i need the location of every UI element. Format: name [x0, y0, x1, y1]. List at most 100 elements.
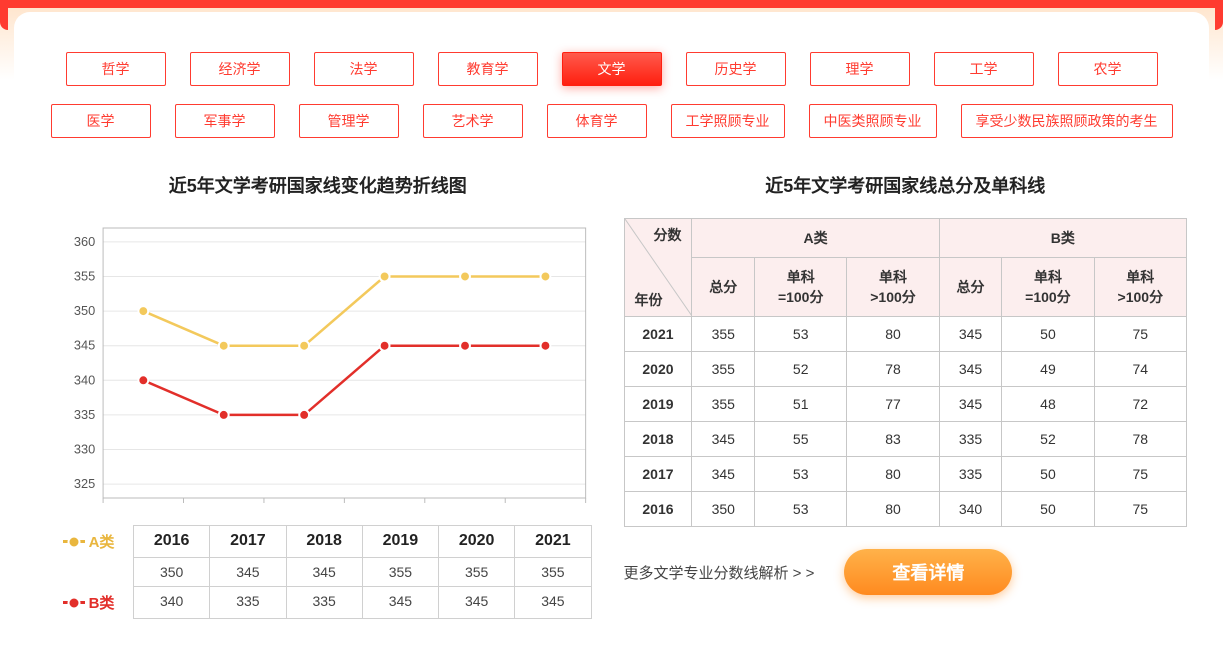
subject-tab[interactable]: 理学	[810, 52, 910, 86]
subject-tab[interactable]: 医学	[51, 104, 151, 138]
table-cell: 50	[1002, 317, 1094, 352]
legend-b-value: 345	[514, 586, 591, 619]
table-cell: 345	[692, 457, 755, 492]
table-group-a: A类	[692, 219, 939, 258]
table-cell: 335	[939, 457, 1002, 492]
table-cell: 78	[1094, 422, 1186, 457]
table-cell: 75	[1094, 492, 1186, 527]
legend-b: B类	[43, 586, 134, 619]
table-subheader: 单科>100分	[847, 258, 939, 317]
table-cell: 335	[939, 422, 1002, 457]
table-year-cell: 2020	[624, 352, 692, 387]
table-cell: 75	[1094, 317, 1186, 352]
table-year-cell: 2021	[624, 317, 692, 352]
legend-b-value: 335	[209, 586, 286, 619]
subject-tab[interactable]: 哲学	[66, 52, 166, 86]
table-cell: 350	[692, 492, 755, 527]
legend-a-value: 350	[133, 557, 210, 587]
subject-tab[interactable]: 军事学	[175, 104, 275, 138]
table-cell: 49	[1002, 352, 1094, 387]
subject-tab[interactable]: 体育学	[547, 104, 647, 138]
table-subheader: 单科=100分	[755, 258, 847, 317]
legend-a-value: 345	[286, 557, 363, 587]
table-cell: 340	[939, 492, 1002, 527]
more-link-text[interactable]: 更多文学专业分数线解析 > >	[624, 562, 815, 583]
table-cell: 48	[1002, 387, 1094, 422]
subject-tab[interactable]: 中医类照顾专业	[809, 104, 937, 138]
svg-text:335: 335	[74, 407, 95, 422]
legend-a: A类	[43, 525, 134, 558]
table-cell: 355	[692, 317, 755, 352]
legend-a-value: 355	[438, 557, 515, 587]
subject-tab[interactable]: 管理学	[299, 104, 399, 138]
svg-text:355: 355	[74, 268, 95, 283]
subject-tab[interactable]: 经济学	[190, 52, 290, 86]
svg-text:350: 350	[74, 303, 95, 318]
score-table: 分数年份 A类B类总分单科=100分单科>100分总分单科=100分单科>100…	[624, 218, 1188, 527]
svg-text:330: 330	[74, 441, 95, 456]
table-year-cell: 2016	[624, 492, 692, 527]
table-subheader: 总分	[692, 258, 755, 317]
table-cell: 53	[755, 492, 847, 527]
subject-tab[interactable]: 工学	[934, 52, 1034, 86]
table-cell: 50	[1002, 492, 1094, 527]
table-year-cell: 2017	[624, 457, 692, 492]
subject-tab[interactable]: 历史学	[686, 52, 786, 86]
table-cell: 345	[939, 352, 1002, 387]
table-year-cell: 2019	[624, 387, 692, 422]
subject-tab[interactable]: 农学	[1058, 52, 1158, 86]
svg-text:345: 345	[74, 338, 95, 353]
line-chart: 325 330 335 340 345 350 355 360	[44, 218, 596, 518]
table-subheader: 单科=100分	[1002, 258, 1094, 317]
legend-year: 2018	[286, 525, 363, 558]
legend-b-value: 345	[362, 586, 439, 619]
legend-b-value: 340	[133, 586, 210, 619]
table-cell: 51	[755, 387, 847, 422]
table-cell: 355	[692, 352, 755, 387]
view-detail-button[interactable]: 查看详情	[844, 549, 1012, 595]
table-diag-header: 分数年份	[624, 219, 692, 317]
table-year-cell: 2018	[624, 422, 692, 457]
table-cell: 345	[939, 387, 1002, 422]
chart-title: 近5年文学考研国家线变化趋势折线图	[36, 172, 600, 198]
svg-text:325: 325	[74, 476, 95, 491]
table-group-b: B类	[939, 219, 1186, 258]
table-cell: 72	[1094, 387, 1186, 422]
table-cell: 83	[847, 422, 939, 457]
chart-panel: 近5年文学考研国家线变化趋势折线图 3253303353403453503553…	[36, 172, 600, 619]
table-cell: 53	[755, 317, 847, 352]
table-cell: 78	[847, 352, 939, 387]
table-cell: 80	[847, 492, 939, 527]
svg-text:340: 340	[74, 372, 95, 387]
subject-tab[interactable]: 法学	[314, 52, 414, 86]
subject-tab[interactable]: 享受少数民族照顾政策的考生	[961, 104, 1173, 138]
legend-a-value: 355	[514, 557, 591, 587]
table-title: 近5年文学考研国家线总分及单科线	[624, 172, 1188, 198]
legend-a-value: 355	[362, 557, 439, 587]
subject-tab[interactable]: 教育学	[438, 52, 538, 86]
subject-tab[interactable]: 文学	[562, 52, 662, 86]
legend-a-value: 345	[209, 557, 286, 587]
legend-year: 2017	[209, 525, 286, 558]
table-cell: 50	[1002, 457, 1094, 492]
subject-tab[interactable]: 艺术学	[423, 104, 523, 138]
table-cell: 52	[1002, 422, 1094, 457]
table-cell: 80	[847, 457, 939, 492]
subject-tab[interactable]: 工学照顾专业	[671, 104, 785, 138]
table-subheader: 单科>100分	[1094, 258, 1186, 317]
main-card: 哲学经济学法学教育学文学历史学理学工学农学医学军事学管理学艺术学体育学工学照顾专…	[14, 12, 1209, 672]
legend-year: 2021	[514, 525, 591, 558]
table-cell: 345	[692, 422, 755, 457]
chart-legend-table: A类20162017201820192020202135034534535535…	[44, 526, 592, 619]
table-cell: 55	[755, 422, 847, 457]
legend-b-value: 345	[438, 586, 515, 619]
table-cell: 53	[755, 457, 847, 492]
table-subheader: 总分	[939, 258, 1002, 317]
legend-year: 2019	[362, 525, 439, 558]
table-cell: 355	[692, 387, 755, 422]
table-panel: 近5年文学考研国家线总分及单科线 分数年份 A类B类总分单科=100分单科>10…	[624, 172, 1188, 619]
legend-b-value: 335	[286, 586, 363, 619]
subject-tabs: 哲学经济学法学教育学文学历史学理学工学农学医学军事学管理学艺术学体育学工学照顾专…	[36, 52, 1187, 138]
svg-text:360: 360	[74, 234, 95, 249]
legend-year: 2020	[438, 525, 515, 558]
